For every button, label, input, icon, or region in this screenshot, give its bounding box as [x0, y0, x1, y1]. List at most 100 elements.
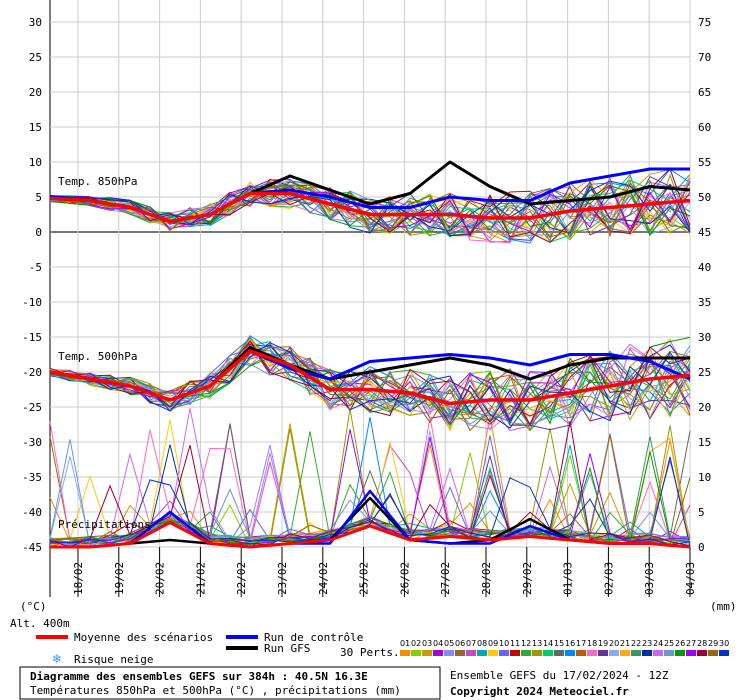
- pert-number: 29: [708, 639, 718, 648]
- t500-label: Temp. 500hPa: [58, 350, 137, 363]
- pert-swatch: [576, 650, 586, 656]
- pert-t500-line: [49, 352, 691, 426]
- right-tick-label: 60: [698, 121, 711, 134]
- pert-number: 04: [433, 639, 443, 648]
- chart-title: Diagramme des ensembles GEFS sur 384h : …: [30, 670, 368, 683]
- right-tick-label: 30: [698, 331, 711, 344]
- right-tick-label: 55: [698, 156, 711, 169]
- pert-number: 26: [675, 639, 685, 648]
- altitude-label: Alt. 400m: [10, 617, 70, 630]
- pert-swatch: [598, 650, 608, 656]
- pert-number: 22: [631, 639, 641, 648]
- x-tick-label: 03/03: [643, 562, 656, 595]
- pert-swatch: [433, 650, 443, 656]
- pert-t500-line: [49, 340, 691, 428]
- footer-box: [19, 666, 441, 700]
- series-precip-line: [50, 521, 691, 549]
- pert-swatch: [653, 650, 663, 656]
- pert-number: 05: [444, 639, 454, 648]
- left-tick-label: -35: [22, 471, 42, 484]
- pert-swatch: [488, 650, 498, 656]
- pert-precip-line: [49, 451, 691, 546]
- x-tick-label: 25/02: [358, 562, 371, 595]
- pert-number: 03: [422, 639, 432, 648]
- pert-number: 07: [466, 639, 476, 648]
- right-tick-label: 25: [698, 366, 711, 379]
- pert-number: 11: [510, 639, 520, 648]
- left-axis-ticks: 30 25 20 15 10 5 0 -5 -10 -15 -20 -25 -30 -35 -40 -45: [22, 16, 42, 554]
- left-tick-label: -40: [22, 506, 42, 519]
- pert-number: 24: [653, 639, 663, 648]
- pert-swatch: [686, 650, 696, 656]
- right-tick-label: 70: [698, 51, 711, 64]
- pert-swatch: [422, 650, 432, 656]
- pert-number: 21: [620, 639, 630, 648]
- pert-number: 17: [576, 639, 586, 648]
- pert-t500-line: [49, 343, 691, 425]
- pert-number: 14: [543, 639, 553, 648]
- pert-swatch: [499, 650, 509, 656]
- chart-subtitle: Températures 850hPa et 500hPa (°C) , pré…: [30, 684, 401, 697]
- x-tick-label: 04/03: [684, 562, 697, 595]
- t850-label: Temp. 850hPa: [58, 175, 137, 188]
- legend-perts-label: 30 Perts.: [340, 646, 400, 659]
- pert-number: 09: [488, 639, 498, 648]
- left-tick-label: 0: [35, 226, 42, 239]
- pert-t500-line: [49, 342, 691, 423]
- left-tick-label: 20: [29, 86, 42, 99]
- pert-number: 23: [642, 639, 652, 648]
- pert-number: 25: [664, 639, 674, 648]
- pert-swatch: [532, 650, 542, 656]
- x-tick-label: 28/02: [480, 562, 493, 595]
- right-tick-label: 0: [698, 541, 705, 554]
- grid: [49, 0, 691, 597]
- left-tick-label: -45: [22, 541, 42, 554]
- left-tick-label: 25: [29, 51, 42, 64]
- left-axis-unit: (°C): [20, 600, 47, 613]
- x-tick-label: 27/02: [439, 562, 452, 595]
- x-tick-label: 20/02: [154, 562, 167, 595]
- pert-number: 08: [477, 639, 487, 648]
- x-tick-label: 29/02: [521, 562, 534, 595]
- right-tick-label: 40: [698, 261, 711, 274]
- pert-number: 20: [609, 639, 619, 648]
- pert-number: 15: [554, 639, 564, 648]
- perts-legend: 01 02 03 04 05 06 07 08 09 10 11 12 13 14 15 16 17 18 19 20…: [400, 639, 729, 656]
- pert-number: 02: [411, 639, 421, 648]
- precip-label: Précipitations: [58, 518, 151, 531]
- pert-swatch: [664, 650, 674, 656]
- pert-swatch: [444, 650, 454, 656]
- series-t850-line: [49, 191, 691, 224]
- pert-swatch: [631, 650, 641, 656]
- pert-number: 30: [719, 639, 729, 648]
- pert-swatch: [675, 650, 685, 656]
- pert-swatch: [455, 650, 465, 656]
- left-tick-label: -15: [22, 331, 42, 344]
- copyright: Copyright 2024 Meteociel.fr: [450, 685, 629, 698]
- x-tick-label: 22/02: [235, 562, 248, 595]
- x-tick-label: 18/02: [72, 562, 85, 595]
- pert-number: 28: [697, 639, 707, 648]
- legend-snow-label: Risque neige: [74, 653, 153, 666]
- pert-swatch: [708, 650, 718, 656]
- left-tick-label: -20: [22, 366, 42, 379]
- right-tick-label: 10: [698, 471, 711, 484]
- pert-t500-line: [49, 338, 691, 418]
- pert-number: 10: [499, 639, 509, 648]
- left-tick-label: -10: [22, 296, 42, 309]
- x-tick-label: 21/02: [194, 562, 207, 595]
- x-tick-label: 02/03: [602, 562, 615, 595]
- left-tick-label: 30: [29, 16, 42, 29]
- pert-swatch: [400, 650, 410, 656]
- legend-control-label: Run de contrôle: [264, 631, 363, 644]
- pert-swatch: [609, 650, 619, 656]
- right-tick-label: 20: [698, 401, 711, 414]
- right-axis-unit: (mm): [710, 600, 737, 613]
- x-tick-label: 01/03: [562, 562, 575, 595]
- series-t500-line: [49, 349, 691, 406]
- left-tick-label: -25: [22, 401, 42, 414]
- x-tick-label: 19/02: [113, 562, 126, 595]
